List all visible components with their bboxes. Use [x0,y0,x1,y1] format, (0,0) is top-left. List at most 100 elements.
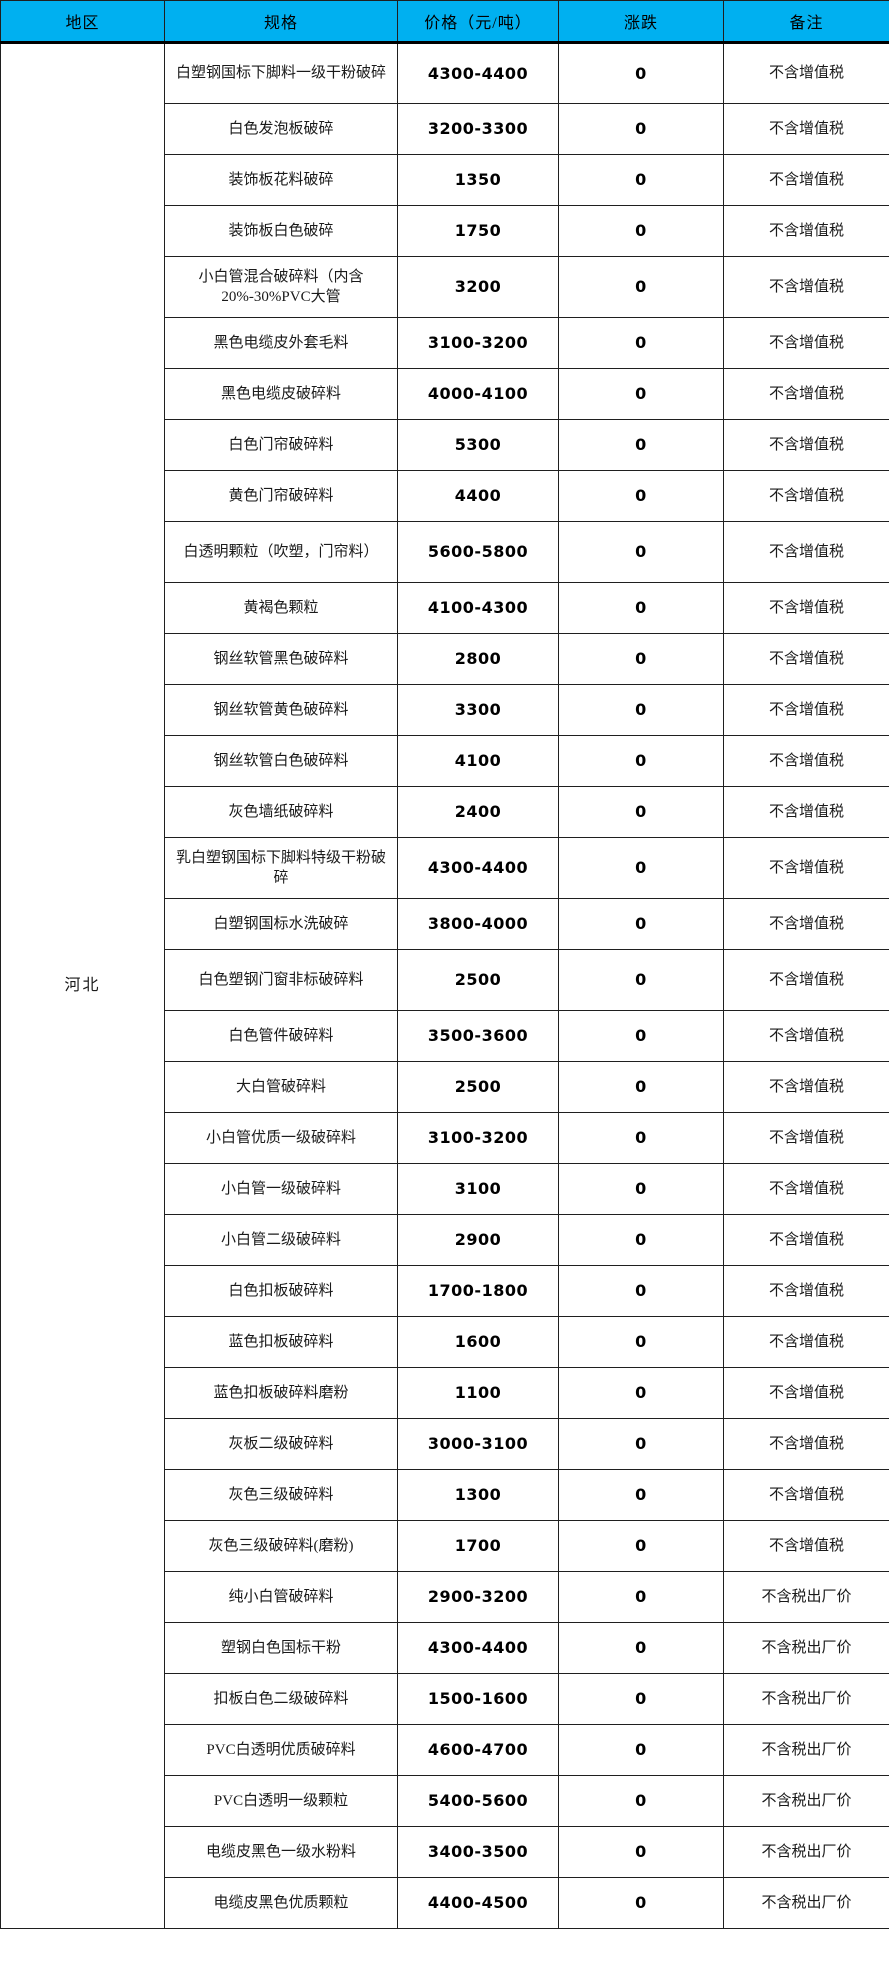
spec-cell: 白色扣板破碎料 [164,1265,398,1317]
spec-cell: 钢丝软管白色破碎料 [164,735,398,787]
spec-cell: 小白管混合破碎料（内含20%-30%PVC大管 [164,256,398,318]
price-cell: 4000-4100 [397,368,559,420]
spec-cell: 白色塑钢门窗非标破碎料 [164,949,398,1011]
note-cell: 不含增值税 [723,1418,889,1470]
note-cell: 不含增值税 [723,521,889,583]
change-cell: 0 [558,521,724,583]
note-cell: 不含增值税 [723,1469,889,1521]
table-row: 大白管破碎料 2500 0 不含增值税 [1,1061,889,1113]
note-cell: 不含增值税 [723,1061,889,1113]
spec-cell: 黑色电缆皮破碎料 [164,368,398,420]
price-cell: 4600-4700 [397,1724,559,1776]
table-row: 装饰板花料破碎 1350 0 不含增值税 [1,154,889,206]
note-cell: 不含增值税 [723,949,889,1011]
price-cell: 1600 [397,1316,559,1368]
note-cell: 不含税出厂价 [723,1877,889,1929]
table-row: 黑色电缆皮破碎料 4000-4100 0 不含增值税 [1,368,889,420]
price-cell: 3100 [397,1163,559,1215]
spec-cell: 黄褐色颗粒 [164,582,398,634]
change-cell: 0 [558,684,724,736]
price-cell: 1700-1800 [397,1265,559,1317]
table-row: 小白管二级破碎料 2900 0 不含增值税 [1,1214,889,1266]
note-cell: 不含增值税 [723,1112,889,1164]
table-row: 白色管件破碎料 3500-3600 0 不含增值税 [1,1010,889,1062]
table-row: 白色门帘破碎料 5300 0 不含增值税 [1,419,889,471]
price-cell: 3100-3200 [397,1112,559,1164]
price-cell: 3500-3600 [397,1010,559,1062]
note-cell: 不含增值税 [723,735,889,787]
note-cell: 不含增值税 [723,684,889,736]
table-row: 小白管优质一级破碎料 3100-3200 0 不含增值税 [1,1112,889,1164]
table-row: 黄色门帘破碎料 4400 0 不含增值税 [1,470,889,522]
change-cell: 0 [558,1877,724,1929]
spec-cell: 小白管一级破碎料 [164,1163,398,1215]
spec-cell: 电缆皮黑色优质颗粒 [164,1877,398,1929]
change-cell: 0 [558,103,724,155]
spec-cell: 小白管优质一级破碎料 [164,1112,398,1164]
change-cell: 0 [558,256,724,318]
table-row: 装饰板白色破碎 1750 0 不含增值税 [1,205,889,257]
spec-cell: 灰色三级破碎料(磨粉) [164,1520,398,1572]
change-cell: 0 [558,1469,724,1521]
table-row: 纯小白管破碎料 2900-3200 0 不含税出厂价 [1,1571,889,1623]
change-cell: 0 [558,1520,724,1572]
spec-cell: 装饰板白色破碎 [164,205,398,257]
change-cell: 0 [558,1010,724,1062]
change-cell: 0 [558,633,724,685]
price-cell: 2800 [397,633,559,685]
price-cell: 4300-4400 [397,1622,559,1674]
price-cell: 4300-4400 [397,42,559,104]
table-row: 白色扣板破碎料 1700-1800 0 不含增值税 [1,1265,889,1317]
change-cell: 0 [558,949,724,1011]
spec-cell: 白色管件破碎料 [164,1010,398,1062]
price-cell: 2500 [397,1061,559,1113]
table-row: 白塑钢国标水洗破碎 3800-4000 0 不含增值税 [1,898,889,950]
spec-cell: PVC白透明优质破碎料 [164,1724,398,1776]
change-cell: 0 [558,786,724,838]
table-row: 电缆皮黑色一级水粉料 3400-3500 0 不含税出厂价 [1,1826,889,1878]
price-cell: 3300 [397,684,559,736]
spec-cell: 灰色三级破碎料 [164,1469,398,1521]
spec-cell: 扣板白色二级破碎料 [164,1673,398,1725]
price-cell: 2400 [397,786,559,838]
note-cell: 不含税出厂价 [723,1775,889,1827]
price-cell: 1300 [397,1469,559,1521]
price-cell: 2900-3200 [397,1571,559,1623]
price-cell: 3000-3100 [397,1418,559,1470]
change-cell: 0 [558,1622,724,1674]
change-cell: 0 [558,1367,724,1419]
note-cell: 不含增值税 [723,470,889,522]
table-row: 扣板白色二级破碎料 1500-1600 0 不含税出厂价 [1,1673,889,1725]
note-cell: 不含增值税 [723,256,889,318]
note-cell: 不含增值税 [723,1520,889,1572]
spec-cell: 灰板二级破碎料 [164,1418,398,1470]
note-cell: 不含增值税 [723,419,889,471]
table-body: 河北 白塑钢国标下脚料一级干粉破碎 4300-4400 0 不含增值税 白色发泡板破碎 32… [0,42,889,1929]
spec-cell: 蓝色扣板破碎料磨粉 [164,1367,398,1419]
change-cell: 0 [558,1724,724,1776]
note-cell: 不含增值税 [723,368,889,420]
price-cell: 4400 [397,470,559,522]
table-row: 灰色墙纸破碎料 2400 0 不含增值税 [1,786,889,838]
price-cell: 5400-5600 [397,1775,559,1827]
table-row: 钢丝软管黑色破碎料 2800 0 不含增值税 [1,633,889,685]
spec-cell: 黄色门帘破碎料 [164,470,398,522]
table-row: PVC白透明一级颗粒 5400-5600 0 不含税出厂价 [1,1775,889,1827]
spec-cell: 白塑钢国标水洗破碎 [164,898,398,950]
note-cell: 不含税出厂价 [723,1622,889,1674]
note-cell: 不含增值税 [723,1163,889,1215]
change-cell: 0 [558,1673,724,1725]
price-cell: 1700 [397,1520,559,1572]
change-cell: 0 [558,317,724,369]
table-row: 白色塑钢门窗非标破碎料 2500 0 不含增值税 [1,949,889,1011]
spec-cell: 灰色墙纸破碎料 [164,786,398,838]
price-cell: 4400-4500 [397,1877,559,1929]
price-cell: 3400-3500 [397,1826,559,1878]
column-header-change: 涨跌 [558,0,724,44]
note-cell: 不含增值税 [723,1265,889,1317]
column-header-spec: 规格 [164,0,398,44]
table-row: 电缆皮黑色优质颗粒 4400-4500 0 不含税出厂价 [1,1877,889,1929]
table-row: 蓝色扣板破碎料磨粉 1100 0 不含增值税 [1,1367,889,1419]
spec-cell: 电缆皮黑色一级水粉料 [164,1826,398,1878]
change-cell: 0 [558,1163,724,1215]
